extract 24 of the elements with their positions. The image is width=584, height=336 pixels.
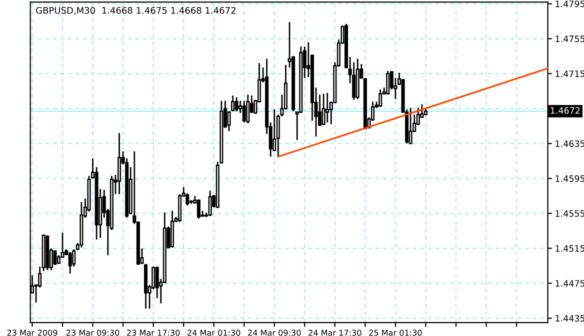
chart-title: GBPUSD,M30 1.4668 1.4675 1.4668 1.4672 — [36, 6, 236, 15]
ref-line-label: 1.4672 — [550, 107, 580, 114]
candlestick — [386, 70, 390, 96]
candlestick — [408, 107, 412, 144]
candlestick — [231, 94, 235, 112]
candlestick — [196, 198, 200, 220]
candlestick — [227, 110, 231, 132]
candlestick — [68, 251, 72, 274]
x-tick-label: 25 Mar 01:30 — [369, 330, 422, 336]
x-tick-label: 24 Mar 01:30 — [188, 330, 240, 336]
candlestick — [378, 88, 382, 108]
x-tick-label: 24 Mar 09:30 — [248, 330, 301, 336]
candlestick — [322, 93, 326, 126]
x-tick-label: 23 Mar 17:30 — [127, 330, 180, 336]
x-tick-label: 24 Mar 17:30 — [308, 330, 362, 336]
candlestick — [246, 94, 250, 124]
candlestick — [53, 250, 57, 266]
candlestick — [118, 132, 122, 195]
x-tick-label: 23 Mar 09:30 — [66, 330, 120, 336]
candlestick — [234, 96, 238, 112]
candlestick — [208, 190, 212, 217]
candlestick — [242, 100, 246, 124]
candlestick — [326, 92, 330, 124]
x-tick-label: 23 Mar 2009 — [7, 330, 58, 336]
